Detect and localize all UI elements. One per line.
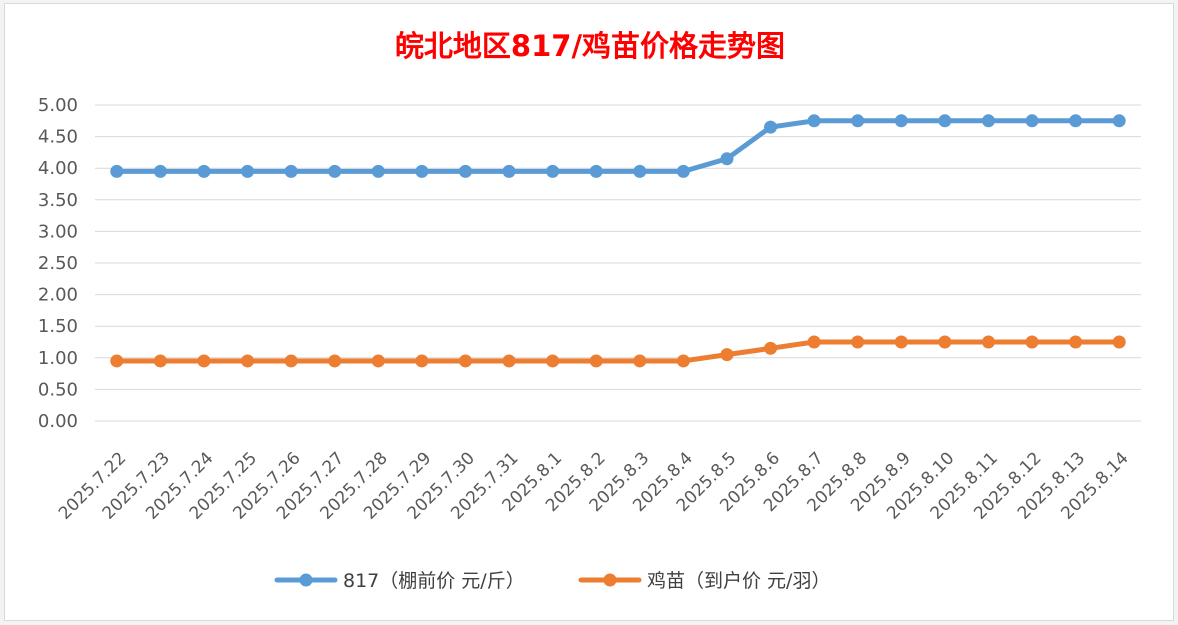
series-1-line	[114, 118, 1122, 174]
y-tick-label: 3.50	[38, 190, 78, 211]
series-1-point	[720, 152, 734, 166]
y-tick-label: 1.50	[38, 316, 78, 337]
y-tick-label: 4.50	[38, 127, 78, 148]
y-tick-label: 4.00	[38, 158, 78, 179]
y-axis-tick-labels: 0.00 0.50 1.00 1.50 2.00 2.50 3.00 3.50 4.00 4.50…	[38, 95, 78, 432]
legend-marker	[603, 573, 617, 587]
legend: 817（棚前价 元/斤） 鸡苗（到户价 元/羽）	[274, 570, 830, 592]
series-2-point	[1069, 335, 1083, 349]
series-2	[110, 335, 1126, 368]
series-2-point	[851, 335, 865, 349]
series-2-point	[546, 354, 560, 368]
legend-label: 817（棚前价 元/斤）	[343, 570, 525, 592]
series-2-point	[153, 354, 167, 368]
series-1-point	[981, 114, 995, 128]
x-axis-tick-labels: 2025.7.222025.7.232025.7.242025.7.252025…	[55, 448, 1133, 523]
series-1-point	[676, 164, 690, 178]
series-1-point	[764, 120, 778, 134]
legend-marker	[299, 573, 313, 587]
series-2-point	[458, 354, 472, 368]
y-tick-label: 0.00	[38, 411, 78, 432]
series-2-point	[894, 335, 908, 349]
series-1-point	[1112, 114, 1126, 128]
series-1-point	[502, 164, 516, 178]
y-tick-label: 2.50	[38, 253, 78, 274]
series-2-point	[502, 354, 516, 368]
y-tick-label: 2.00	[38, 285, 78, 306]
series-1-point	[458, 164, 472, 178]
series-1-point	[1069, 114, 1083, 128]
series-2-point	[110, 354, 124, 368]
series-1-point	[153, 164, 167, 178]
y-tick-label: 5.00	[38, 95, 78, 116]
series-1	[110, 114, 1126, 178]
series-2-point	[633, 354, 647, 368]
series-1-point	[110, 164, 124, 178]
series-2-point	[589, 354, 603, 368]
series-2-point	[328, 354, 342, 368]
series-2-point	[676, 354, 690, 368]
series-1-point	[633, 164, 647, 178]
series-2-point	[1025, 335, 1039, 349]
series-1-point	[894, 114, 908, 128]
series-2-line	[114, 339, 1122, 364]
series-2-point	[415, 354, 429, 368]
series-1-point	[371, 164, 385, 178]
y-tick-label: 3.00	[38, 221, 78, 242]
series-1-point	[938, 114, 952, 128]
series-1-point	[807, 114, 821, 128]
legend-label: 鸡苗（到户价 元/羽）	[647, 570, 830, 592]
series-2-point	[241, 354, 255, 368]
series-2-point	[938, 335, 952, 349]
series-1-point	[328, 164, 342, 178]
line-chart: 皖北地区817/鸡苗价格走势图 0.00 0.50 1.00 1.50 2.00 2.50…	[38, 29, 1141, 592]
series-2-point	[764, 341, 778, 355]
series-1-point	[546, 164, 560, 178]
series-layer	[110, 114, 1126, 368]
legend-item-1: 817（棚前价 元/斤）	[274, 570, 525, 592]
y-tick-label: 0.50	[38, 379, 78, 400]
series-1-point	[589, 164, 603, 178]
series-2-point	[197, 354, 211, 368]
gridlines	[95, 104, 1141, 422]
series-1-point	[1025, 114, 1039, 128]
series-2-point	[1112, 335, 1126, 349]
series-2-point	[807, 335, 821, 349]
legend-item-2: 鸡苗（到户价 元/羽）	[578, 570, 830, 592]
series-1-point	[197, 164, 211, 178]
series-1-point	[415, 164, 429, 178]
series-2-point	[720, 348, 734, 362]
y-tick-label: 1.00	[38, 348, 78, 369]
chart-title: 皖北地区817/鸡苗价格走势图	[395, 29, 785, 63]
series-1-point	[241, 164, 255, 178]
series-2-point	[284, 354, 298, 368]
chart-area: 皖北地区817/鸡苗价格走势图 0.00 0.50 1.00 1.50 2.00 2.50…	[4, 3, 1174, 621]
series-1-point	[284, 164, 298, 178]
series-2-point	[371, 354, 385, 368]
series-2-point	[981, 335, 995, 349]
series-1-point	[851, 114, 865, 128]
